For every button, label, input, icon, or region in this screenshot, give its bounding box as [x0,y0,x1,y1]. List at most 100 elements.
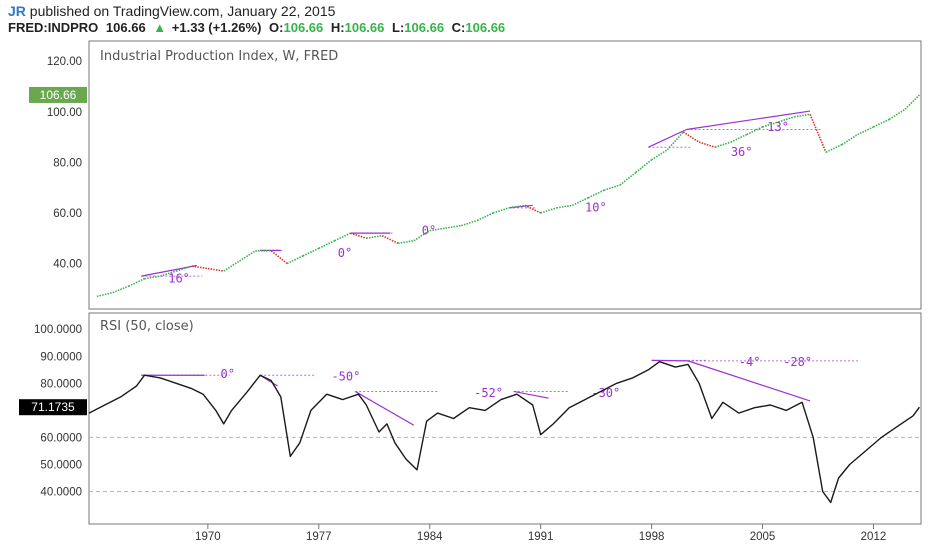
symbol-header: FRED:INDPRO 106.66 ▲ +1.33 (+1.26%) O:10… [8,20,509,35]
price-segment [350,232,367,239]
low-value: 106.66 [404,20,445,35]
price-segment [651,149,668,161]
price-segment [778,116,795,123]
price-segment [318,240,335,250]
x-tick-label: 1977 [306,531,332,543]
angle-label: 0° [221,367,235,381]
x-tick-label: 1970 [195,531,221,543]
price-segment [381,234,399,244]
price-y-tick-label: 80.00 [53,157,82,169]
price-segment [413,229,431,242]
rsi-line [88,361,920,504]
symbol-label: FRED:INDPRO [8,20,99,35]
close-value: 106.66 [465,20,506,35]
angle-label: 0° [338,246,352,260]
rsi-last-badge: 71.1735 [19,399,87,416]
price-series [96,94,920,298]
price-last-badge: 106.66 [29,86,87,103]
trendline [648,128,687,148]
rsi-y-tick-label: 100.0000 [34,324,82,336]
trendline [687,360,811,402]
price-segment [746,126,763,136]
price-pane[interactable] [88,40,922,310]
price-annotations: 16°0°0°10°36°13° [141,110,823,285]
x-tick-label: 2005 [750,531,776,543]
high-value: 106.66 [344,20,385,35]
price-segment [128,277,145,287]
price-segment [666,131,684,151]
price-segment [112,285,129,294]
rsi-y-axis: 100.0000 90.0000 80.0000 60.0000 50.0000 40.0… [34,324,82,498]
rsi-series [88,361,920,504]
angle-label: 36° [731,145,753,159]
price-badge-bg [29,86,87,103]
price-pane-title: Industrial Production Index, W, FRED [100,49,338,64]
time-x-axis: 1970 1977 1984 1991 1998 2005 2012 [195,524,886,543]
price-segment [175,265,193,272]
price-y-tick-label: 100.00 [47,107,82,119]
price-segment [619,171,637,186]
price-segment [476,212,494,222]
open-value: 106.66 [283,20,324,35]
published-text: published on TradingView.com, January 22… [29,3,336,19]
price-y-tick-label: 120.00 [47,56,82,68]
price-segment [492,207,510,214]
x-tick-label: 1984 [417,531,443,543]
angle-label: -4° [739,355,761,369]
price-y-axis: 120.00 100.00 80.00 60.00 40.00 [47,56,82,270]
rsi-y-tick-label: 80.0000 [40,378,82,390]
trendline [686,110,811,131]
price-segment [572,197,589,207]
x-tick-label: 1991 [528,531,554,543]
price-segment [825,143,843,153]
angle-label: -50° [331,370,360,384]
close-label: C: [451,20,466,35]
price-segment [682,131,700,143]
rsi-y-tick-label: 90.0000 [40,351,82,363]
price-change: +1.33 (+1.26%) [171,20,262,35]
price-badge-label: 106.66 [40,88,77,102]
rsi-pane-title: RSI (50, close) [100,319,194,334]
angle-label: -52° [474,386,503,400]
price-segment [286,255,304,265]
price-y-tick-label: 40.00 [53,258,82,270]
price-segment [96,291,113,298]
trendline [354,390,415,426]
price-segment [223,260,240,272]
rsi-badge-bg [19,399,87,416]
price-segment [730,133,748,143]
rsi-y-tick-label: 50.0000 [40,459,82,471]
price-segment [524,204,542,214]
price-segment [762,121,779,128]
price-segment [873,118,890,128]
author-name[interactable]: JR [8,3,26,19]
publish-header: JR published on TradingView.com, January… [8,3,335,19]
angle-label: 16° [168,271,190,285]
open-label: O: [269,20,284,35]
high-label: H: [330,20,345,35]
low-label: L: [392,20,405,35]
price-segment [270,250,288,265]
price-y-tick-label: 60.00 [53,208,82,220]
last-price: 106.66 [105,20,146,35]
rsi-pane[interactable] [88,312,922,525]
price-segment [888,108,906,121]
price-segment [904,94,920,110]
price-segment [461,219,478,227]
price-segment [841,133,859,146]
angle-label: -30° [591,386,620,400]
trendline [513,390,549,399]
trendline [651,359,689,362]
price-segment [635,159,653,174]
x-tick-label: 2012 [861,531,887,543]
x-tick-label: 1998 [639,531,665,543]
angle-label: -28° [783,355,812,369]
price-segment [587,189,605,199]
price-segment [540,207,557,214]
rsi-badge-label: 71.1735 [31,400,75,414]
price-segment [809,114,827,153]
up-triangle-icon: ▲ [153,20,167,35]
rsi-y-tick-label: 40.0000 [40,487,82,499]
angle-label: 10° [585,201,607,215]
